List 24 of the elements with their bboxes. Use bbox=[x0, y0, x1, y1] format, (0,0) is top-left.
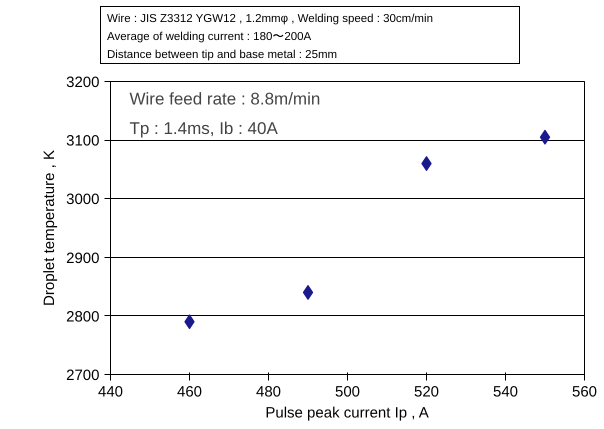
y-tick-label: 3000 bbox=[66, 191, 100, 208]
x-tick-label: 440 bbox=[98, 384, 124, 400]
text: Wire : JIS Z3312 YGW12 , 1.2mmφ , Welding speed : 30cm/min bbox=[107, 13, 433, 25]
x-tick-label: 520 bbox=[414, 384, 440, 400]
x-tick-label: 560 bbox=[572, 384, 598, 400]
point bbox=[184, 314, 195, 330]
annotation: Tp : 1.4ms, Ib : 40A bbox=[129, 118, 278, 138]
y-tick-label: 3200 bbox=[66, 74, 100, 91]
text: Average of welding current : 180〜200A bbox=[107, 31, 312, 43]
x-tick-label: 540 bbox=[492, 384, 518, 400]
x-axis-title: Pulse peak current Ip , A bbox=[265, 404, 429, 422]
x-tick-label: 500 bbox=[334, 384, 360, 400]
point bbox=[540, 130, 550, 145]
y-tick-label: 2900 bbox=[66, 250, 100, 267]
y-tick-label: 3100 bbox=[66, 132, 100, 150]
point bbox=[302, 284, 314, 300]
x-tick-label: 480 bbox=[256, 384, 282, 400]
y-tick-label: 2700 bbox=[66, 367, 100, 384]
y-axis-title: Droplet temperature , K bbox=[41, 150, 58, 306]
annotation: Wire feed rate : 8.8m/min bbox=[129, 90, 320, 109]
y-tick-label: 2800 bbox=[66, 308, 100, 326]
point bbox=[421, 156, 432, 172]
x-tick-label: 460 bbox=[176, 384, 202, 400]
text: Distance between tip and base metal : 25mm bbox=[107, 49, 338, 61]
